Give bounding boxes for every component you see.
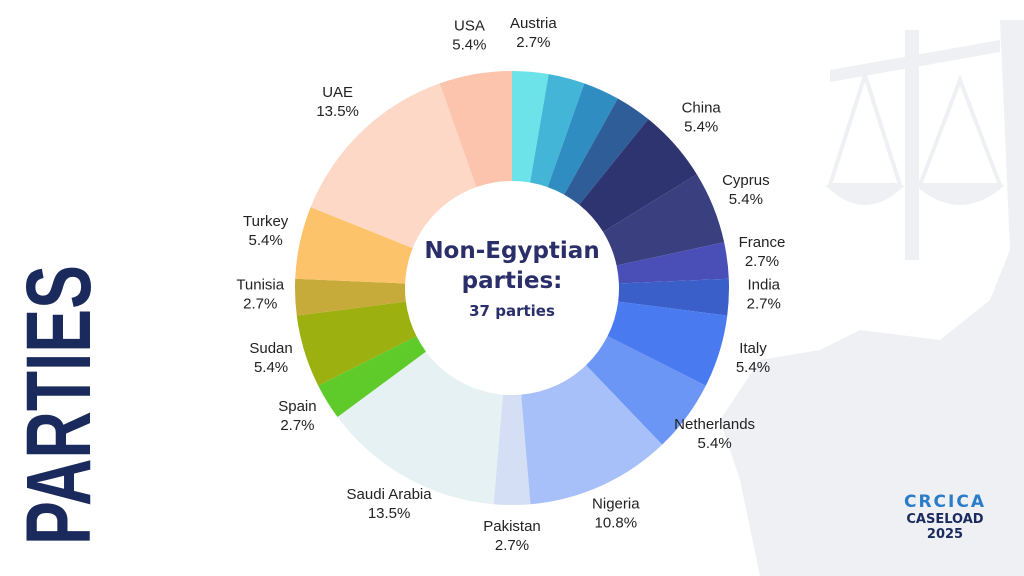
slice-value: 5.4% [684,119,718,136]
slice [318,336,426,418]
slice [521,365,663,505]
slice [616,242,729,284]
center-label: Non-Egyptian parties: 37 parties [412,236,612,320]
slice-label: Spain [278,398,316,415]
slice [618,278,729,316]
slice [310,83,477,249]
slice [603,174,725,266]
slice-label: Austria [510,15,557,32]
slice-label: Cyprus [722,172,770,189]
logo-line: 2025 [926,527,964,542]
slice [295,207,413,284]
slice-value: 5.4% [254,359,288,376]
slice-label: USA [454,18,485,35]
side-title: PARTIES [8,265,110,545]
slice-value: 13.5% [316,103,359,120]
slice-value: 2.7% [280,417,314,434]
slice [564,98,649,205]
center-subtitle: 37 parties [469,302,555,320]
slice-value: 5.4% [729,191,763,208]
slice [547,83,618,195]
slice [579,119,697,232]
slice-value: 5.4% [736,359,770,376]
slice-label: France [739,234,786,251]
slice-value: 5.4% [452,37,486,54]
slice-label: Saudi Arabia [347,486,433,503]
slice [530,74,585,188]
slice-label: China [682,100,722,117]
slice [607,301,728,386]
slice-value: 10.8% [595,515,638,532]
logo-name: CRCICA [903,492,986,512]
slice [296,301,417,386]
slice-value: 2.7% [495,537,529,554]
slice [512,71,549,183]
slice-label: Netherlands [674,416,755,433]
slice [295,278,406,316]
slice [493,394,531,506]
slice-value: 2.7% [747,296,781,313]
logo-line: CASELOAD [906,512,984,527]
slice-label: Sudan [249,340,292,357]
background-art [720,20,1024,576]
slice-value: 2.7% [745,253,779,270]
slice [439,71,512,188]
slice [586,336,706,445]
slice-value: 5.4% [698,435,732,452]
slice-label: Turkey [243,213,289,230]
slice-label: UAE [322,84,353,101]
slice [337,351,503,505]
slice-value: 2.7% [243,296,277,313]
slice-label: Tunisia [236,277,284,294]
slice-value: 2.7% [516,34,550,51]
slice-value: 5.4% [249,232,283,249]
logo: CRCICA CASELOAD 2025 [890,492,1000,542]
slice-label: India [748,277,781,294]
slice-label: Nigeria [592,496,640,513]
slice-label: Pakistan [483,518,541,535]
slice-value: 13.5% [368,505,411,522]
slice-label: Italy [739,340,767,357]
center-title: Non-Egyptian parties: [424,238,600,294]
